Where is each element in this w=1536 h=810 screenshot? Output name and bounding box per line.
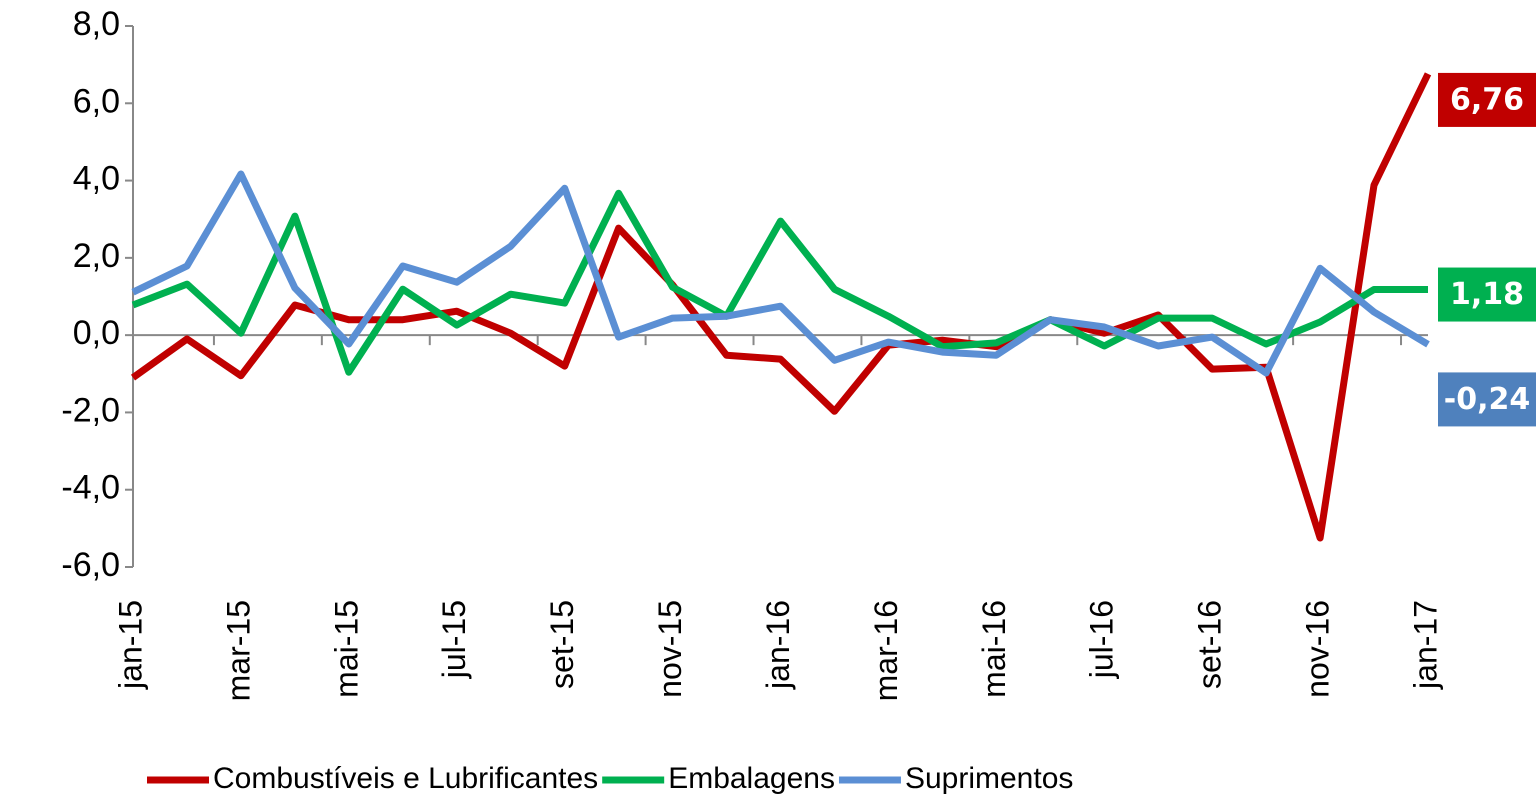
- y-tick-label: -2,0: [61, 391, 120, 429]
- x-tick-label: nov-16: [1300, 600, 1336, 698]
- y-tick-label: 4,0: [73, 160, 120, 198]
- legend-label: Combustíveis e Lubrificantes: [213, 762, 598, 795]
- legend-label: Suprimentos: [905, 762, 1073, 795]
- end-label: 6,76: [1438, 72, 1536, 127]
- end-label-box: [1438, 72, 1536, 127]
- x-tick-label: mar-15: [220, 600, 256, 701]
- end-label-box: [1438, 267, 1536, 322]
- y-tick-label: -6,0: [61, 546, 120, 584]
- end-label-text: -0,24: [1444, 382, 1530, 417]
- y-tick-label: 0,0: [73, 314, 120, 352]
- y-tick-label: 6,0: [73, 82, 120, 120]
- end-label-box: [1438, 372, 1536, 427]
- series-line: [130, 72, 1432, 542]
- x-tick-label: mai-16: [976, 600, 1012, 698]
- end-label-text: 6,76: [1450, 82, 1524, 117]
- series-line: [131, 189, 1428, 376]
- x-tick-label: set-16: [1192, 600, 1228, 689]
- legend-label: Embalagens: [668, 762, 835, 795]
- y-tick-label: -4,0: [61, 469, 120, 507]
- end-label: 1,18: [1438, 267, 1536, 322]
- x-tick-label: jan-17: [1407, 600, 1443, 690]
- end-label: -0,24: [1438, 372, 1536, 427]
- x-tick-label: nov-15: [652, 600, 688, 698]
- x-tick-label: jan-15: [112, 600, 148, 690]
- x-tick-label: mar-16: [868, 600, 904, 701]
- series-line: [131, 170, 1430, 377]
- x-tick-label: jul-16: [1084, 600, 1120, 679]
- x-tick-label: jan-16: [760, 600, 796, 690]
- x-tick-label: set-15: [544, 600, 580, 689]
- end-label-text: 1,18: [1450, 277, 1524, 312]
- x-tick-label: jul-15: [436, 600, 472, 679]
- x-tick-label: mai-15: [328, 600, 364, 698]
- y-tick-label: 8,0: [73, 5, 120, 43]
- y-tick-label: 2,0: [73, 237, 120, 275]
